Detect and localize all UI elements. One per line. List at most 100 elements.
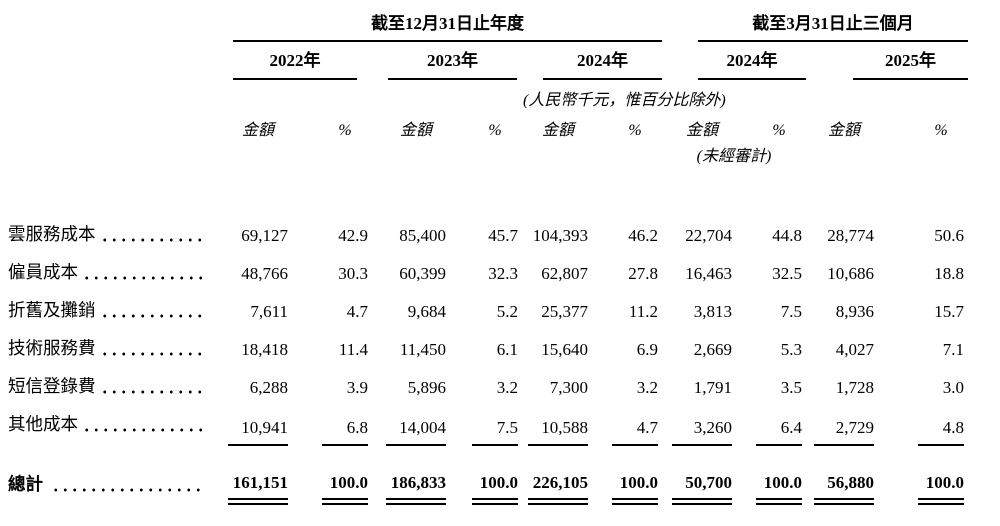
dot-leader bbox=[51, 488, 202, 492]
percent-cell: 4.7 bbox=[612, 418, 658, 446]
amount-header: 金額 bbox=[241, 122, 274, 139]
percent-cell: 44.8 bbox=[772, 226, 802, 245]
year-header-2022: 2022年 bbox=[233, 51, 357, 80]
amount-cell: 62,807 bbox=[541, 264, 588, 283]
percent-cell: 3.9 bbox=[346, 378, 368, 397]
percent-cell: 30.3 bbox=[338, 264, 368, 283]
total-percent-cell: 100.0 bbox=[612, 473, 658, 505]
total-amount-cell: 186,833 bbox=[386, 473, 446, 505]
dot-leader bbox=[82, 276, 202, 280]
amount-cell: 1,728 bbox=[835, 378, 874, 397]
dot-leader bbox=[99, 314, 202, 318]
total-row: 總計 161,151 100.0 186,833 100.0 226,105 1… bbox=[8, 448, 968, 508]
percent-cell: 5.2 bbox=[496, 302, 518, 321]
percent-cell: 18.8 bbox=[934, 264, 964, 283]
unit-note-row: (人民幣千元，惟百分比除外) bbox=[8, 80, 968, 116]
column-header-row: 金額 % 金額 % 金額 % 金額 % 金額 % bbox=[8, 116, 968, 142]
percent-cell: 32.3 bbox=[488, 264, 518, 283]
year-header-row: 2022年 2023年 2024年 2024年 2025年 bbox=[8, 42, 968, 80]
amount-cell: 1,791 bbox=[693, 378, 732, 397]
total-percent-cell: 100.0 bbox=[322, 473, 368, 505]
amount-cell: 10,941 bbox=[228, 418, 288, 446]
amount-cell: 7,611 bbox=[250, 302, 288, 321]
amount-cell: 15,640 bbox=[541, 340, 588, 359]
percent-cell: 45.7 bbox=[488, 226, 518, 245]
total-label: 總計 bbox=[8, 474, 43, 494]
amount-header: 金額 bbox=[541, 122, 574, 139]
percent-cell: 11.2 bbox=[628, 302, 658, 321]
amount-cell: 6,288 bbox=[249, 378, 288, 397]
percent-cell: 5.3 bbox=[780, 340, 802, 359]
amount-header: 金額 bbox=[827, 122, 860, 139]
dot-leader bbox=[99, 390, 202, 394]
year-header-2024: 2024年 bbox=[543, 51, 662, 80]
spacer-row bbox=[8, 170, 968, 220]
amount-cell: 16,463 bbox=[685, 264, 732, 283]
amount-cell: 85,400 bbox=[399, 226, 446, 245]
percent-cell: 32.5 bbox=[772, 264, 802, 283]
amount-cell: 22,704 bbox=[685, 226, 732, 245]
amount-cell: 5,896 bbox=[407, 378, 446, 397]
period-header-row: 截至12月31日止年度 截至3月31日止三個月 bbox=[8, 6, 968, 42]
unit-note: (人民幣千元，惟百分比除外) bbox=[523, 92, 726, 109]
total-amount-cell: 50,700 bbox=[672, 473, 732, 505]
row-label: 其他成本 bbox=[8, 414, 78, 434]
percent-cell: 11.4 bbox=[338, 340, 368, 359]
amount-cell: 104,393 bbox=[532, 226, 588, 245]
amount-cell: 69,127 bbox=[241, 226, 288, 245]
table-row: 雲服務成本 69,127 42.9 85,400 45.7 104,393 46… bbox=[8, 220, 968, 258]
table-row: 僱員成本 48,766 30.3 60,399 32.3 62,807 27.8… bbox=[8, 258, 968, 296]
total-amount-cell: 56,880 bbox=[814, 473, 874, 505]
percent-cell: 7.5 bbox=[780, 302, 802, 321]
dot-leader bbox=[99, 238, 202, 242]
dot-leader bbox=[82, 428, 202, 432]
period-header-annual: 截至12月31日止年度 bbox=[233, 14, 662, 42]
total-percent-cell: 100.0 bbox=[918, 473, 964, 505]
percent-header: % bbox=[628, 122, 642, 139]
amount-cell: 2,729 bbox=[814, 418, 874, 446]
table-row: 其他成本 10,941 6.8 14,004 7.5 10,588 4.7 3,… bbox=[8, 410, 968, 448]
percent-cell: 6.8 bbox=[322, 418, 368, 446]
amount-cell: 25,377 bbox=[541, 302, 588, 321]
amount-cell: 2,669 bbox=[693, 340, 732, 359]
percent-cell: 6.1 bbox=[496, 340, 518, 359]
percent-cell: 4.7 bbox=[346, 302, 368, 321]
table-row: 技術服務費 18,418 11.4 11,450 6.1 15,640 6.9 … bbox=[8, 334, 968, 372]
amount-cell: 8,936 bbox=[835, 302, 874, 321]
amount-header: 金額 bbox=[685, 122, 718, 139]
amount-cell: 10,588 bbox=[528, 418, 588, 446]
percent-cell: 15.7 bbox=[934, 302, 964, 321]
row-label: 技術服務費 bbox=[8, 338, 96, 358]
unaudited-note: (未經審計) bbox=[696, 148, 772, 165]
amount-cell: 18,418 bbox=[241, 340, 288, 359]
table-row: 折舊及攤銷 7,611 4.7 9,684 5.2 25,377 11.2 3,… bbox=[8, 296, 968, 334]
percent-header: % bbox=[772, 122, 786, 139]
amount-header: 金額 bbox=[399, 122, 432, 139]
amount-cell: 48,766 bbox=[241, 264, 288, 283]
dot-leader bbox=[99, 352, 202, 356]
percent-cell: 27.8 bbox=[628, 264, 658, 283]
row-label: 折舊及攤銷 bbox=[8, 300, 96, 320]
total-percent-cell: 100.0 bbox=[756, 473, 802, 505]
year-header-2023: 2023年 bbox=[388, 51, 517, 80]
amount-cell: 14,004 bbox=[386, 418, 446, 446]
row-label: 雲服務成本 bbox=[8, 224, 96, 244]
total-amount-cell: 161,151 bbox=[228, 473, 288, 505]
cost-breakdown-table: 截至12月31日止年度 截至3月31日止三個月 2022年 2023年 2024… bbox=[8, 6, 968, 508]
amount-cell: 3,813 bbox=[693, 302, 732, 321]
year-header-2024-q1: 2024年 bbox=[698, 51, 806, 80]
table-row: 短信登錄費 6,288 3.9 5,896 3.2 7,300 3.2 1,79… bbox=[8, 372, 968, 410]
percent-header: % bbox=[488, 122, 502, 139]
row-label: 短信登錄費 bbox=[8, 376, 96, 396]
percent-cell: 4.8 bbox=[918, 418, 964, 446]
percent-cell: 6.4 bbox=[756, 418, 802, 446]
percent-cell: 3.2 bbox=[636, 378, 658, 397]
total-percent-cell: 100.0 bbox=[472, 473, 518, 505]
amount-cell: 10,686 bbox=[827, 264, 874, 283]
percent-header: % bbox=[934, 122, 948, 139]
unaudited-row: (未經審計) bbox=[8, 142, 968, 170]
percent-cell: 3.2 bbox=[496, 378, 518, 397]
percent-header: % bbox=[338, 122, 352, 139]
amount-cell: 9,684 bbox=[407, 302, 446, 321]
amount-cell: 11,450 bbox=[399, 340, 446, 359]
